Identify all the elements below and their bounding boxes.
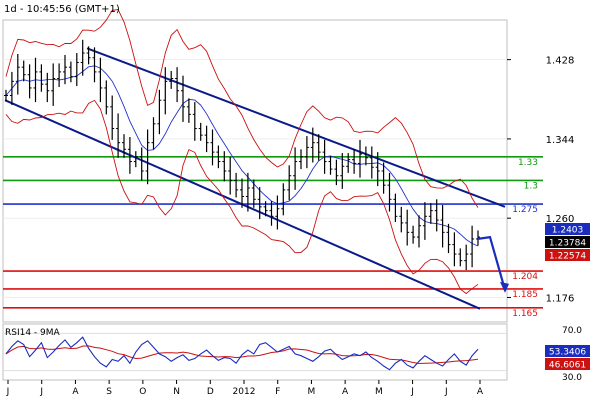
projection-arrow — [477, 235, 509, 293]
time-tick-label: J — [6, 387, 10, 397]
price-panel-frame — [2, 19, 508, 323]
price-box-label: 1.2403 — [552, 226, 584, 236]
price-box-label: 1.23784 — [549, 239, 586, 249]
time-tick-label: O — [139, 387, 146, 397]
rsi-panel-frame — [2, 323, 508, 381]
rsi-value-label: 46.6061 — [549, 361, 586, 371]
time-tick-label: A — [477, 387, 484, 397]
price-boxes: 1.2403 1.23784 1.22574 — [545, 223, 590, 262]
time-tick-label: J — [39, 387, 43, 397]
time-tick-label: J — [410, 387, 414, 397]
bollinger-bands — [5, 9, 479, 295]
price-gridlines — [3, 59, 507, 298]
time-axis: J J A S O N D 2012 F M A M J J A — [6, 380, 484, 397]
price-axis: 1.428 1.344 1.260 1.176 — [507, 56, 575, 304]
level-label: 1.3 — [524, 181, 538, 191]
level-label: 1.33 — [518, 158, 538, 168]
rsi-panel: 70.0 30.0 53.3406 46.6061 — [3, 326, 590, 383]
time-tick-label: S — [106, 387, 112, 397]
projection-path — [477, 235, 507, 291]
time-tick-label: M — [308, 387, 316, 397]
band-upper — [5, 9, 479, 208]
level-labels: 1.33 1.3 1.275 1.204 1.185 1.165 — [512, 158, 538, 319]
level-label: 1.185 — [512, 290, 538, 300]
price-box — [545, 223, 590, 235]
price-box — [545, 236, 590, 248]
rsi-tick-label: 30.0 — [562, 373, 582, 383]
level-label: 1.204 — [512, 272, 538, 282]
band-middle — [5, 65, 479, 247]
time-tick-label: N — [173, 387, 180, 397]
time-tick-label: F — [275, 387, 280, 397]
rsi-value-label: 53.3406 — [549, 348, 586, 358]
projection-arrowhead — [500, 281, 509, 293]
time-tick-label: A — [342, 387, 349, 397]
price-box — [545, 249, 590, 261]
time-tick-label: M — [375, 387, 383, 397]
price-tick-label: 1.428 — [546, 56, 575, 67]
rsi-ma-line — [5, 345, 479, 365]
band-lower — [5, 99, 479, 295]
horizontal-levels — [3, 156, 543, 309]
price-bars — [4, 39, 480, 271]
price-tick-label: 1.260 — [546, 214, 575, 225]
level-label: 1.275 — [512, 205, 538, 215]
time-tick-label: D — [207, 387, 214, 397]
price-box-label: 1.22574 — [549, 252, 586, 262]
time-tick-label: J — [444, 387, 448, 397]
time-tick-label: A — [72, 387, 79, 397]
rsi-value-box — [545, 345, 590, 357]
rsi-title: RSI14 - 9MA — [5, 328, 61, 338]
rsi-value-box — [545, 358, 590, 370]
chart-header: 1d - 10:45:56 (GMT+1) — [4, 4, 120, 15]
rsi-line — [5, 336, 479, 371]
channel-upper-line — [86, 47, 506, 208]
price-tick-label: 1.176 — [546, 293, 575, 304]
time-tick-label: 2012 — [233, 387, 256, 397]
level-label: 1.165 — [512, 309, 538, 319]
price-tick-label: 1.344 — [546, 135, 575, 146]
rsi-tick-label: 70.0 — [562, 326, 582, 336]
